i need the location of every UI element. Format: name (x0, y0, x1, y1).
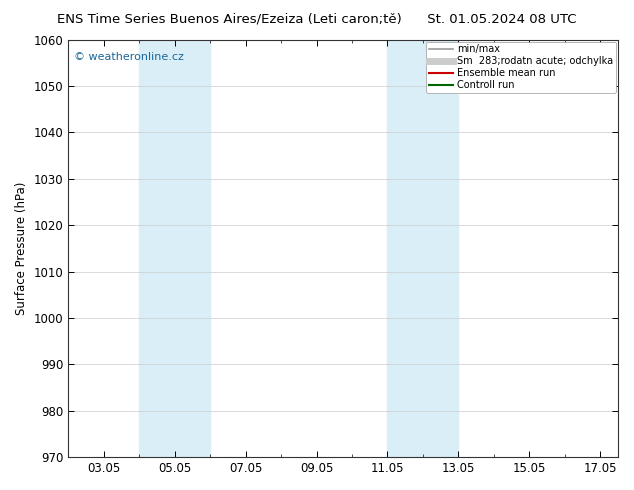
Y-axis label: Surface Pressure (hPa): Surface Pressure (hPa) (15, 182, 28, 315)
Text: ENS Time Series Buenos Aires/Ezeiza (Leti caron;tě)      St. 01.05.2024 08 UTC: ENS Time Series Buenos Aires/Ezeiza (Let… (57, 12, 577, 25)
Text: © weatheronline.cz: © weatheronline.cz (74, 52, 183, 62)
Bar (139, 40, 210, 457)
Legend: min/max, Sm  283;rodatn acute; odchylka, Ensemble mean run, Controll run: min/max, Sm 283;rodatn acute; odchylka, … (426, 42, 616, 93)
Bar (387, 40, 458, 457)
